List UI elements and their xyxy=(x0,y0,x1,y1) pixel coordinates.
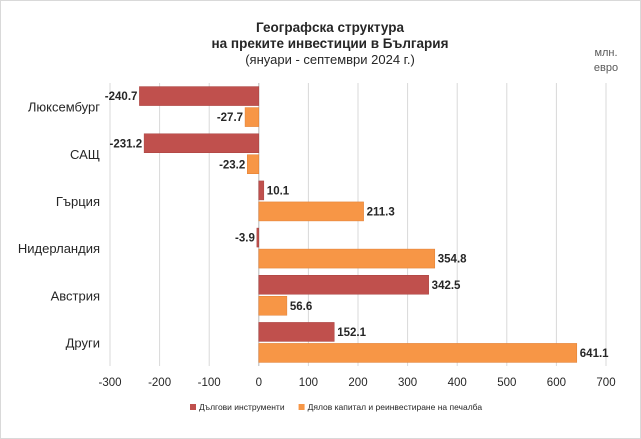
bar-equity xyxy=(258,343,578,363)
category-label: Нидерландия xyxy=(18,241,100,256)
x-tick-label: 0 xyxy=(256,377,262,389)
bar-debt xyxy=(258,275,429,295)
category-label: Австрия xyxy=(51,288,100,303)
x-tick-label: 400 xyxy=(448,377,467,389)
x-tick-label: -200 xyxy=(148,377,171,389)
bar-debt xyxy=(258,322,335,342)
data-label: 10.1 xyxy=(267,185,290,197)
bar-debt xyxy=(143,133,260,153)
chart-title: Географска структура xyxy=(256,20,404,35)
data-label: 354.8 xyxy=(438,254,467,266)
data-label: -231.2 xyxy=(110,138,143,150)
bar-equity xyxy=(258,201,364,222)
legend-swatch xyxy=(298,404,305,410)
legend-label: Дялов капитал и реинвестиране на печалба xyxy=(308,402,483,412)
bar-equity xyxy=(258,248,436,269)
bar-equity xyxy=(244,107,260,127)
x-tick-label: 200 xyxy=(348,377,367,389)
bar-equity xyxy=(247,154,260,174)
data-label: -240.7 xyxy=(105,91,138,103)
chart-title-line2: на преките инвестиции в България xyxy=(212,36,449,51)
legend-label: Дългови инструменти xyxy=(199,402,285,412)
bar-debt xyxy=(256,227,260,248)
bar-debt xyxy=(258,180,265,201)
category-label: Гърция xyxy=(56,194,100,209)
x-tick-label: 600 xyxy=(547,377,566,389)
data-label: 211.3 xyxy=(367,206,395,218)
legend-swatch xyxy=(190,404,196,410)
data-label: -27.7 xyxy=(217,112,243,124)
data-label: 152.1 xyxy=(337,327,366,339)
x-tick-label: 300 xyxy=(398,377,417,389)
bar-debt xyxy=(139,86,260,106)
category-label: САЩ xyxy=(70,147,100,162)
data-label: -3.9 xyxy=(235,233,255,245)
data-label: 56.6 xyxy=(290,301,312,313)
bar-equity xyxy=(258,296,288,316)
x-tick-label: 100 xyxy=(299,377,318,389)
category-label: Люксембург xyxy=(28,100,100,115)
x-tick-label: -100 xyxy=(198,377,221,389)
x-tick-label: -300 xyxy=(98,377,121,389)
category-label: Други xyxy=(66,335,100,350)
x-tick-label: 700 xyxy=(596,377,615,389)
unit-label-line2: евро xyxy=(594,62,618,74)
unit-label-line1: млн. xyxy=(594,47,617,59)
x-tick-label: 500 xyxy=(497,377,516,389)
data-label: -23.2 xyxy=(219,159,245,171)
chart-subtitle: (януари - септември 2024 г.) xyxy=(245,52,415,67)
data-label: 342.5 xyxy=(432,280,461,292)
data-label: 641.1 xyxy=(580,348,609,360)
